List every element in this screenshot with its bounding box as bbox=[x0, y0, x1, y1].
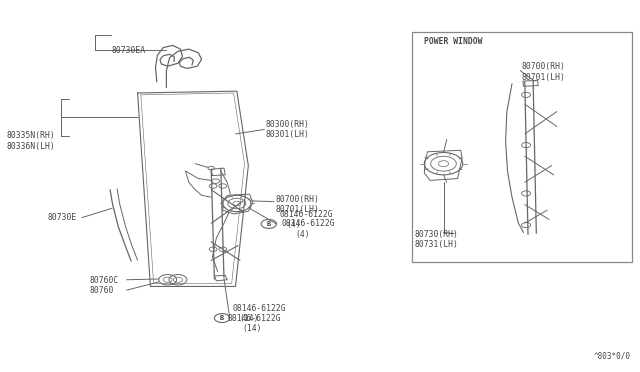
Text: 80701(LH): 80701(LH) bbox=[275, 205, 319, 214]
Text: 80730E: 80730E bbox=[48, 213, 77, 222]
Text: 80760: 80760 bbox=[90, 286, 114, 295]
Text: (14): (14) bbox=[242, 324, 261, 333]
Text: 08146-6122G: 08146-6122G bbox=[227, 314, 281, 323]
Text: B: B bbox=[220, 315, 224, 321]
Text: 08146-6122G: 08146-6122G bbox=[280, 210, 333, 219]
Text: ^803*0/0: ^803*0/0 bbox=[593, 351, 630, 360]
Text: 80730EA: 80730EA bbox=[112, 46, 146, 55]
Bar bbox=[412, 32, 632, 262]
Text: 80701(LH): 80701(LH) bbox=[522, 73, 566, 81]
Text: (14): (14) bbox=[239, 314, 259, 323]
Text: POWER WINDOW: POWER WINDOW bbox=[424, 37, 482, 46]
Text: 80700(RH): 80700(RH) bbox=[522, 62, 566, 71]
Text: 80301(LH): 80301(LH) bbox=[266, 130, 310, 139]
Text: 80730(RH): 80730(RH) bbox=[415, 230, 459, 239]
Text: (4): (4) bbox=[286, 220, 301, 229]
Text: 80335N(RH): 80335N(RH) bbox=[6, 131, 55, 140]
Text: 80336N(LH): 80336N(LH) bbox=[6, 142, 55, 151]
Text: 80760C: 80760C bbox=[90, 276, 119, 285]
Text: 80731(LH): 80731(LH) bbox=[415, 240, 459, 249]
Text: 08146-6122G: 08146-6122G bbox=[282, 219, 335, 228]
Text: 80700(RH): 80700(RH) bbox=[275, 195, 319, 203]
Text: B: B bbox=[267, 221, 271, 227]
Text: 80300(RH): 80300(RH) bbox=[266, 120, 310, 129]
Text: 08146-6122G: 08146-6122G bbox=[233, 304, 287, 313]
Text: (4): (4) bbox=[296, 230, 310, 239]
